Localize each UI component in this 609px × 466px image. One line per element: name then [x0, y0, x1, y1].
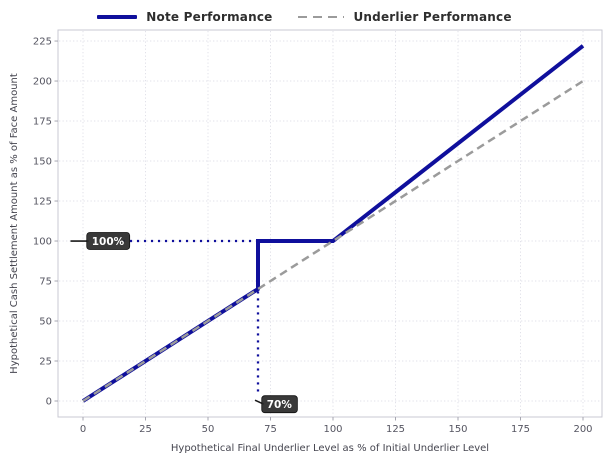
x-tick-label: 175 [511, 424, 530, 435]
legend-label-underlier: Underlier Performance [353, 10, 512, 24]
chart-legend: Note Performance Underlier Performance [0, 6, 609, 28]
series-lines [81, 44, 585, 403]
y-tick-label: 50 [39, 317, 52, 328]
legend-item-underlier: Underlier Performance [298, 10, 512, 24]
series-note-performance [81, 44, 585, 403]
annotation-70pct: 70% [254, 395, 298, 414]
y-tick-label: 25 [39, 357, 52, 368]
x-tick-label: 200 [573, 424, 592, 435]
y-tick-label: 100 [33, 237, 52, 248]
x-axis-label: Hypothetical Final Underlier Level as % … [171, 443, 489, 454]
y-tick-label: 0 [46, 397, 52, 408]
x-tick-label: 0 [80, 424, 86, 435]
annotation-box [86, 232, 131, 250]
legend-item-note: Note Performance [97, 10, 272, 24]
x-tick-label: 125 [386, 424, 405, 435]
y-tick-label: 200 [33, 77, 52, 88]
x-tick-label: 150 [448, 424, 467, 435]
annotation-text: 70% [267, 399, 293, 411]
gridlines [59, 31, 601, 416]
legend-label-note: Note Performance [146, 10, 273, 24]
x-tick-label: 25 [139, 424, 152, 435]
reference-lines [123, 239, 260, 394]
y-tick-label: 175 [33, 117, 52, 128]
annotation-100pct: 100% [70, 232, 131, 250]
x-tick-label: 100 [323, 424, 342, 435]
series-underlier-performance [82, 79, 584, 403]
y-tick-label: 125 [33, 197, 52, 208]
tick-labels: 0 25 50 75 100 125 150 175 200 0 25 50 75 100 125 150 17… [33, 37, 593, 435]
axis-ticks [54, 40, 584, 421]
y-tick-label: 75 [39, 277, 52, 288]
x-tick-label: 50 [202, 424, 215, 435]
y-tick-label: 150 [33, 157, 52, 168]
plot-frame [57, 29, 603, 418]
underlier-line-marker-icon [298, 15, 345, 19]
note-line-marker-icon [97, 15, 138, 19]
annotation-box [261, 395, 298, 414]
y-tick-label: 225 [33, 37, 52, 48]
y-axis-label: Hypothetical Cash Settlement Amount as %… [9, 73, 20, 374]
annotation-text: 100% [92, 236, 125, 248]
x-tick-label: 75 [264, 424, 277, 435]
